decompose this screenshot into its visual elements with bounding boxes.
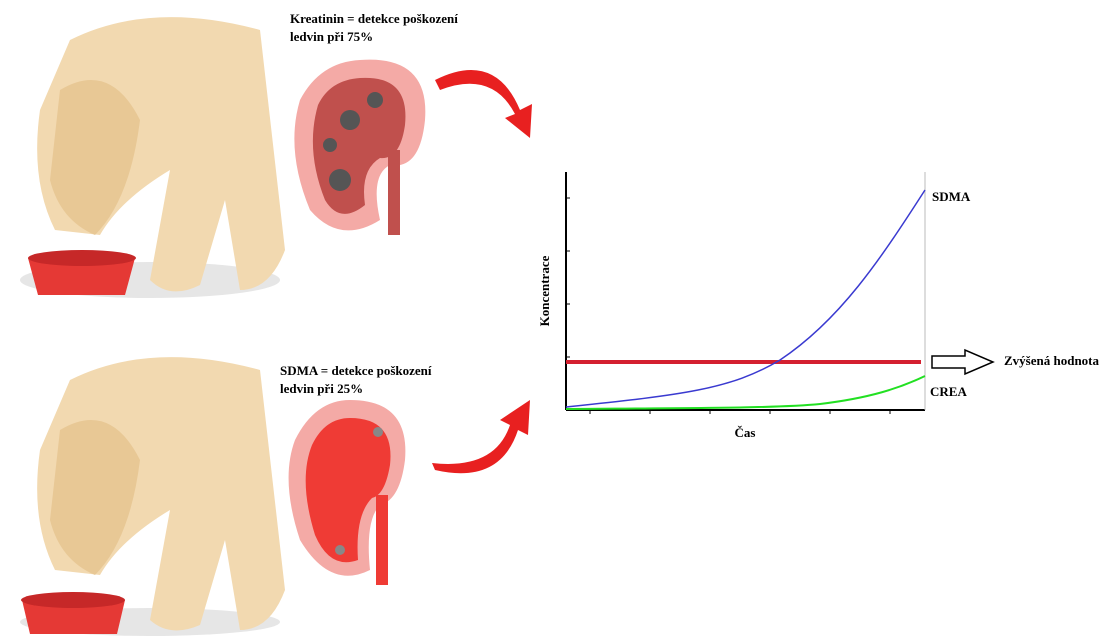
kidney-damaged [294, 60, 425, 235]
arrow-outline [932, 350, 993, 374]
concentration-graph: Koncentrace Čas SDMA CREA Zvýšená hodnot… [537, 172, 1100, 440]
note-line: ledvin při 75% [290, 29, 373, 44]
dog-illustration [20, 17, 285, 298]
crea-curve [566, 376, 925, 409]
series-label: CREA [930, 384, 967, 399]
arrow [432, 400, 530, 473]
x-axis-label: Čas [735, 425, 756, 440]
arrow [435, 70, 532, 138]
dog-illustration [20, 357, 285, 636]
note-line: ledvin při 25% [280, 381, 363, 396]
y-axis-label: Koncentrace [537, 255, 552, 326]
sdma-curve [566, 190, 925, 407]
kidney-healthy [289, 400, 406, 585]
note-line: Kreatinin = detekce poškození [290, 11, 458, 26]
series-label: SDMA [932, 189, 971, 204]
threshold-label: Zvýšená hodnota [1004, 353, 1099, 368]
infographic: Kreatinin = detekce poškození ledvin při… [0, 0, 1101, 638]
note-line: SDMA = detekce poškození [280, 363, 432, 378]
